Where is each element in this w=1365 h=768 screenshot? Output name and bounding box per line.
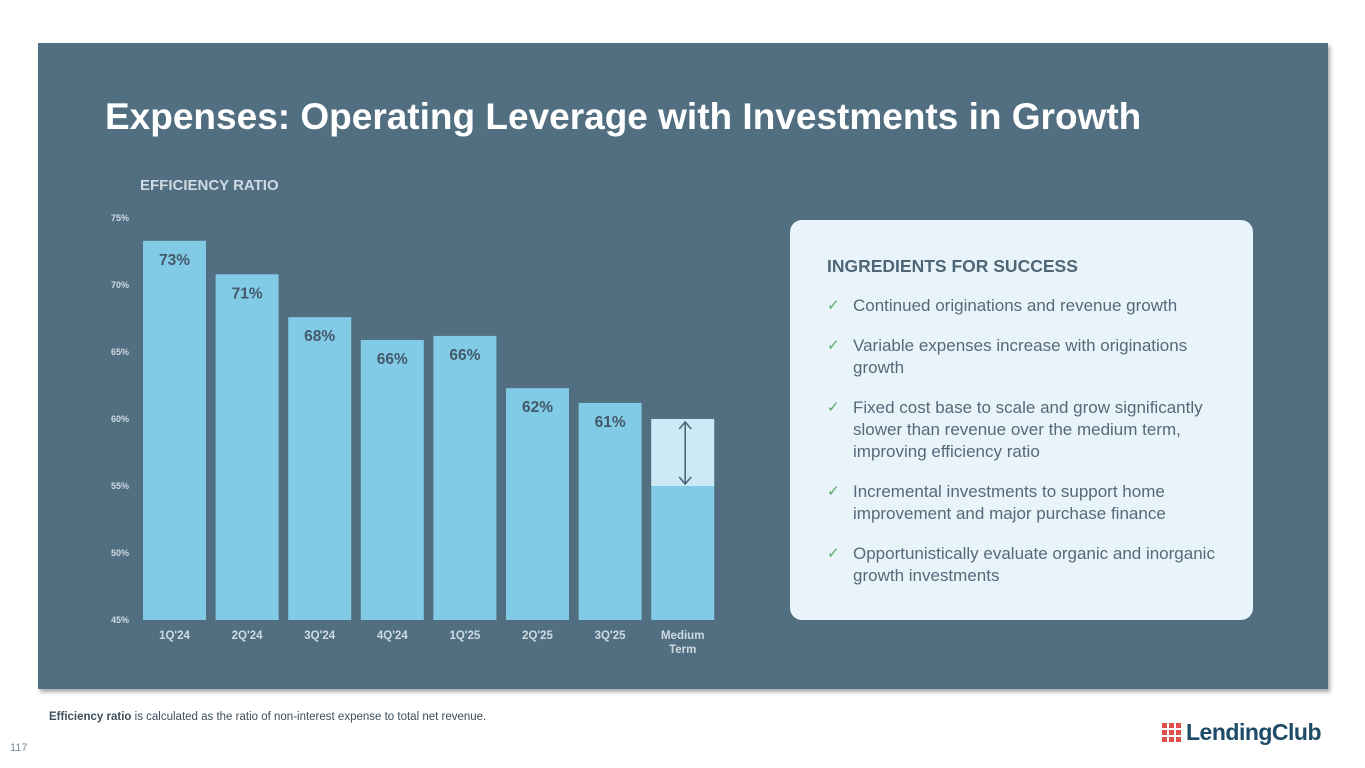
bar [506,388,569,620]
x-tick-label: 3Q'24 [304,630,335,642]
range-arrow-head-down [678,476,692,486]
lendingclub-logo: LendingClub [1162,719,1322,746]
data-label: 62% [522,399,553,416]
check-icon: ✓ [827,337,840,354]
y-tick-label: 70% [111,280,129,290]
card-title: INGREDIENTS FOR SUCCESS [827,256,1078,276]
y-tick-label: 65% [111,347,129,357]
list-item-text: Opportunistically evaluate organic and i… [853,544,1215,585]
data-label: 71% [232,285,263,302]
check-icon: ✓ [827,483,840,500]
bar [433,335,497,620]
y-tick-label: 45% [111,615,129,625]
chart-title: EFFICIENCY RATIO [140,177,279,194]
footnote-term: Efficiency ratio [49,711,132,723]
data-label: 66% [449,347,480,364]
data-label: 73% [159,252,190,269]
range-arrow-head-up [678,420,692,430]
check-icon: ✓ [827,297,840,314]
list-item-text: Fixed cost base to scale and grow signif… [853,398,1203,461]
x-tick-label: 1Q'24 [159,630,190,642]
page-number: 117 [10,742,28,754]
bar [215,274,279,620]
bar [143,240,206,620]
data-label: 66% [377,351,408,368]
list-item: ✓ Opportunistically evaluate organic and … [827,543,1223,587]
bar [288,317,352,620]
check-icon: ✓ [827,399,840,416]
list-item-text: Variable expenses increase with originat… [853,336,1188,377]
data-label: 68% [304,328,335,345]
y-tick-label: 50% [111,548,129,558]
x-tick-label: 2Q'24 [232,630,263,642]
y-tick-label: 55% [111,481,129,491]
list-item-text: Incremental investments to support home … [853,482,1166,523]
lendingclub-grid-icon [1162,722,1181,742]
y-tick-label: 75% [111,213,129,223]
list-item: ✓ Incremental investments to support home… [827,481,1223,525]
x-tick-label: 2Q'25 [522,630,553,642]
efficiency-ratio-chart: 45% 50% 55% 60% 65% 70% 75% 73% 71% 68% 66% 66% 62% 6… [111,213,715,656]
ingredients-card: INGREDIENTS FOR SUCCESS ✓ Continued origi… [790,220,1253,620]
ingredients-list: ✓ Continued originations and revenue grow… [827,295,1223,587]
footnote: Efficiency ratio is calculated as the ra… [49,711,486,723]
list-item-text: Continued originations and revenue growt… [853,296,1178,315]
bar [578,402,642,620]
data-label: 61% [595,414,626,431]
x-tick-label: 1Q'25 [449,630,480,642]
page-title: Expenses: Operating Leverage with Invest… [105,96,1142,137]
check-icon: ✓ [827,545,840,562]
x-tick-label: Term [669,644,696,656]
x-tick-label: 4Q'24 [377,630,408,642]
range-bar [651,419,715,486]
bar [360,339,424,620]
logo-text: LendingClub [1186,719,1322,745]
bar [651,486,715,620]
y-tick-label: 60% [111,414,129,424]
list-item: ✓ Variable expenses increase with origina… [827,335,1223,379]
x-tick-label: Medium [661,630,704,642]
x-tick-label: 3Q'25 [595,630,626,642]
list-item: ✓ Fixed cost base to scale and grow signi… [827,397,1223,463]
list-item: ✓ Continued originations and revenue grow… [827,295,1223,317]
footnote-text: is calculated as the ratio of non-intere… [131,711,487,723]
